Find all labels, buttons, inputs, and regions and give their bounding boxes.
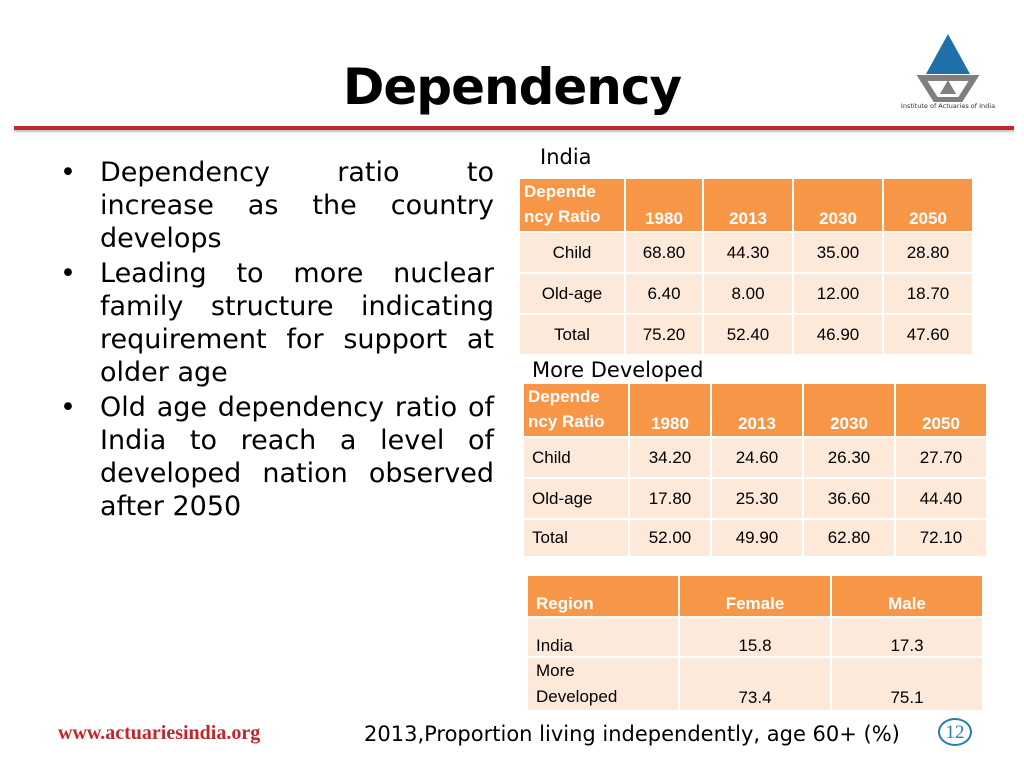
table-row: Old-age 6.40 8.00 12.00 18.70 [520,274,972,313]
table-cell: 44.30 [704,233,792,272]
title-divider [14,126,1014,130]
bullet-item: • Old age dependency ratio of India to r… [60,391,494,523]
india-dependency-table: Depende ncy Ratio 1980 2013 2030 2050 Ch… [518,177,974,356]
table-cell: 25.30 [712,479,802,518]
table-cell: 27.70 [896,438,986,477]
india-table-label: India [540,145,592,169]
table-cell: 47.60 [884,315,972,354]
header-cell: 2013 [704,179,792,231]
developed-table-label: More Developed [532,358,704,382]
bullet-icon: • [60,258,76,289]
slide-title: Dependency [342,58,682,116]
table-cell: 17.80 [630,479,710,518]
bullet-text: Dependency ratio to increase as the coun… [100,157,494,254]
table-cell: 62.80 [804,520,894,556]
region-line: Developed [536,687,618,706]
header-cell: Region [528,576,678,616]
row-label: Old-age [524,479,628,518]
table-cell: 52.00 [630,520,710,556]
institute-logo: Institute of Actuaries of India [898,30,998,112]
bullet-list: • Dependency ratio to increase as the co… [60,156,494,525]
table-cell: 46.90 [794,315,882,354]
table-row: Child 68.80 44.30 35.00 28.80 [520,233,972,272]
header-cell: 2030 [804,384,894,436]
header-line: Depende [524,182,596,201]
table-row: Old-age 17.80 25.30 36.60 44.40 [524,479,986,518]
row-label: More Developed [528,658,678,710]
header-cell: 1980 [626,179,702,231]
table-header-row: Depende ncy Ratio 1980 2013 2030 2050 [524,384,986,436]
table-cell: 52.40 [704,315,792,354]
header-cell: Depende ncy Ratio [524,384,628,436]
table-cell: 18.70 [884,274,972,313]
table-cell: 75.20 [626,315,702,354]
footer-website-link[interactable]: www.actuariesindia.org [58,722,261,744]
table-cell: 68.80 [626,233,702,272]
table-cell: 28.80 [884,233,972,272]
header-cell: Female [680,576,830,616]
table-cell: 34.20 [630,438,710,477]
table-cell: 75.1 [832,658,982,710]
table-cell: 72.10 [896,520,986,556]
header-cell: 2013 [712,384,802,436]
table-row: India 15.8 17.3 [528,618,982,656]
table-cell: 49.90 [712,520,802,556]
row-label: Old-age [520,274,624,313]
row-label: Child [524,438,628,477]
header-line: Depende [528,387,600,406]
page-number: 12 [938,718,972,746]
table-cell: 44.40 [896,479,986,518]
region-line: More [536,661,575,680]
table-cell: 35.00 [794,233,882,272]
triangle-logo-icon [916,34,980,102]
region-line: India [536,636,573,655]
bullet-text: Old age dependency ratio of India to rea… [100,392,494,522]
table-cell: 15.8 [680,618,830,656]
developed-dependency-table: Depende ncy Ratio 1980 2013 2030 2050 Ch… [522,382,988,558]
table-cell: 17.3 [832,618,982,656]
header-cell: 2050 [884,179,972,231]
table-cell: 12.00 [794,274,882,313]
table-cell: 8.00 [704,274,792,313]
header-cell: 2030 [794,179,882,231]
table-cell: 24.60 [712,438,802,477]
table-cell: 73.4 [680,658,830,710]
logo-caption: Institute of Actuaries of India [900,102,996,110]
row-label: Total [520,315,624,354]
table-cell: 26.30 [804,438,894,477]
header-line: ncy Ratio [528,412,605,431]
bullet-item: • Leading to more nuclear family structu… [60,257,494,389]
header-cell: Depende ncy Ratio [520,179,624,231]
row-label: Total [524,520,628,556]
header-line: ncy Ratio [524,207,601,226]
header-cell: 2050 [896,384,986,436]
table-header-row: Depende ncy Ratio 1980 2013 2030 2050 [520,179,972,231]
row-label: Child [520,233,624,272]
table-row: Total 52.00 49.90 62.80 72.10 [524,520,986,556]
table-row: More Developed 73.4 75.1 [528,658,982,710]
header-cell: Male [832,576,982,616]
bullet-text: Leading to more nuclear family structure… [100,258,494,388]
table-cell: 6.40 [626,274,702,313]
bullet-item: • Dependency ratio to increase as the co… [60,156,494,255]
bullet-icon: • [60,157,76,188]
header-cell: 1980 [630,384,710,436]
table-caption: 2013,Proportion living independently, ag… [364,722,900,746]
row-label: India [528,618,678,656]
living-independently-table: Region Female Male India 15.8 17.3 More … [526,574,984,712]
table-cell: 36.60 [804,479,894,518]
bullet-icon: • [60,392,76,423]
table-row: Child 34.20 24.60 26.30 27.70 [524,438,986,477]
table-header-row: Region Female Male [528,576,982,616]
table-row: Total 75.20 52.40 46.90 47.60 [520,315,972,354]
